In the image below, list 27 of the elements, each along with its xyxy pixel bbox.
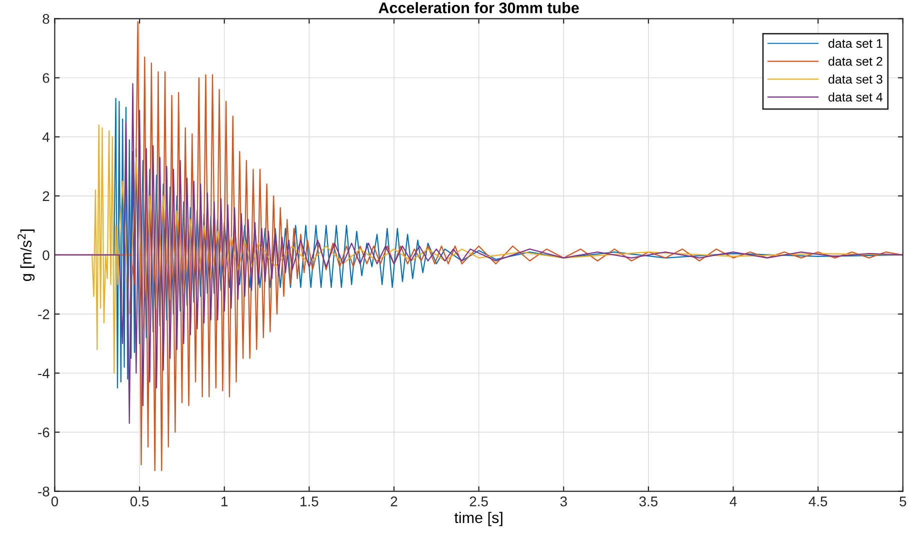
legend-label: data set 4 [828,92,883,102]
y-tick-label: -2 [38,309,50,320]
chart-title: Acceleration for 30mm tube [378,2,579,14]
x-tick-label: 3.5 [639,496,658,506]
x-tick-label: 3 [560,496,567,506]
x-tick-label: 1 [222,496,228,506]
y-tick-label: -6 [38,428,50,438]
legend-label: data set 3 [828,74,882,84]
legend-label: data set 2 [828,56,882,66]
x-tick-label: 0 [51,496,58,506]
y-tick-label: 8 [42,14,50,24]
x-tick-label: 1.5 [300,496,318,506]
x-tick-label: 0.5 [130,496,149,506]
x-tick-label: 2 [390,496,398,506]
x-tick-label: 4.5 [808,496,828,506]
y-tick-label: 6 [42,73,50,83]
y-axis-title: g [m/s$^{2}$] [18,230,35,282]
x-tick-label: 4 [730,496,737,506]
y-tick-label: -8 [38,486,50,496]
y-tick-label: 2 [42,191,50,201]
legend-label: data set 1 [828,38,882,48]
x-tick-label: 2.5 [470,496,488,506]
y-tick-label: 4 [42,132,50,142]
y-tick-label: -4 [38,368,50,378]
x-tick-label: 5 [900,496,906,506]
x-axis-title: time [s] [454,512,502,526]
y-tick-label: 0 [42,250,50,260]
